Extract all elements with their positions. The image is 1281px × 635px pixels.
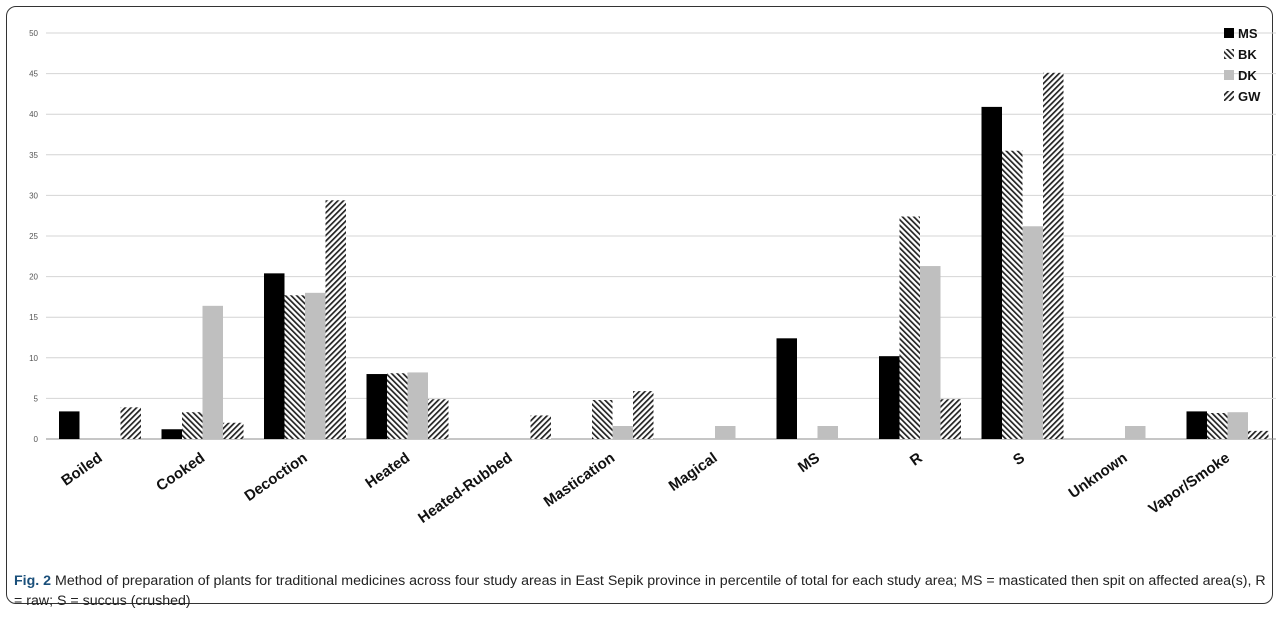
bar-ms-2: [264, 273, 285, 439]
y-tick-label: 15: [29, 313, 38, 322]
y-tick-label: 0: [34, 435, 39, 444]
x-tick-label: Mastication: [541, 449, 618, 510]
legend-label-gw: GW: [1238, 89, 1261, 104]
legend-label-bk: BK: [1238, 47, 1257, 62]
caption-text: Method of preparation of plants for trad…: [14, 573, 1266, 609]
bar-dk-5: [612, 426, 633, 439]
bar-dk-7: [817, 426, 838, 439]
y-tick-label: 20: [29, 273, 38, 282]
x-tick-label: Vapor/Smoke: [1145, 449, 1233, 517]
bar-ms-1: [161, 429, 182, 439]
y-tick-label: 40: [29, 110, 38, 119]
legend-label-ms: MS: [1238, 26, 1258, 41]
bar-dk-3: [407, 372, 428, 439]
x-tick-label: Boiled: [58, 449, 105, 489]
legend-swatch-ms: [1224, 28, 1234, 38]
legend-swatch-bk: [1224, 49, 1234, 59]
y-tick-label: 50: [29, 29, 38, 38]
bar-bk-5: [592, 400, 613, 439]
bar-ms-11: [1186, 411, 1207, 439]
x-tick-label: S: [1010, 449, 1028, 469]
y-tick-label: 10: [29, 354, 38, 363]
bar-gw-0: [120, 407, 141, 439]
x-tick-label: Magical: [666, 449, 721, 494]
x-tick-label: Heated: [362, 449, 413, 492]
bar-dk-6: [715, 426, 736, 439]
legend-swatch-gw: [1224, 91, 1234, 101]
x-axis-labels: Boiled Cooked Decoction Heated Heated-Rubbed…: [58, 449, 1233, 527]
figure-caption: Fig. 2 Method of preparation of plants f…: [14, 571, 1276, 611]
x-tick-label: Heated-Rubbed: [415, 449, 516, 527]
legend: MS BK DK GW: [1224, 26, 1261, 104]
bar-gw-3: [428, 399, 449, 439]
x-tick-label: Unknown: [1066, 449, 1131, 502]
y-tick-label: 45: [29, 70, 38, 79]
bar-gw-5: [633, 391, 654, 439]
x-tick-label: Cooked: [153, 449, 208, 494]
bar-gw-9: [1043, 72, 1064, 440]
bar-ms-9: [981, 106, 1002, 439]
bar-ms-8: [879, 356, 900, 439]
bar-gw-8: [940, 399, 961, 439]
gridlines: [46, 32, 1276, 440]
bar-ms-7: [776, 338, 797, 439]
bar-bk-9: [1002, 150, 1023, 440]
bar-ms-3: [366, 374, 387, 439]
y-axis-ticks: 0 5 10 15 20 25 30 35 40 45 50: [29, 29, 38, 444]
bar-dk-1: [202, 305, 223, 439]
x-tick-label: Decoction: [241, 449, 310, 505]
bar-dk-2: [305, 292, 326, 439]
bar-bk-2: [284, 295, 305, 439]
y-tick-label: 35: [29, 151, 38, 160]
bar-bk-1: [182, 412, 203, 439]
y-tick-label: 5: [34, 394, 39, 403]
bar-gw-1: [223, 422, 244, 439]
bar-chart: 0 5 10 15 20 25 30 35 40 45 50 Boiled Cooked Decocti…: [29, 26, 1276, 527]
legend-swatch-dk: [1224, 70, 1234, 80]
y-tick-label: 25: [29, 232, 38, 241]
bar-bk-11: [1207, 413, 1228, 439]
y-tick-label: 30: [29, 191, 38, 200]
bar-bk-8: [899, 216, 920, 439]
bars: [59, 72, 1269, 440]
bar-gw-2: [325, 200, 346, 439]
bar-dk-10: [1125, 426, 1146, 439]
figure-label: Fig. 2: [14, 573, 52, 589]
bar-gw-11: [1248, 430, 1269, 439]
bar-bk-3: [387, 373, 408, 439]
legend-label-dk: DK: [1238, 68, 1257, 83]
x-tick-label: R: [907, 449, 926, 469]
bar-dk-9: [1022, 226, 1043, 439]
bar-gw-4: [530, 415, 551, 439]
bar-dk-11: [1227, 412, 1248, 439]
bar-ms-0: [59, 411, 80, 439]
bar-dk-8: [920, 266, 941, 439]
x-tick-label: MS: [795, 449, 823, 476]
